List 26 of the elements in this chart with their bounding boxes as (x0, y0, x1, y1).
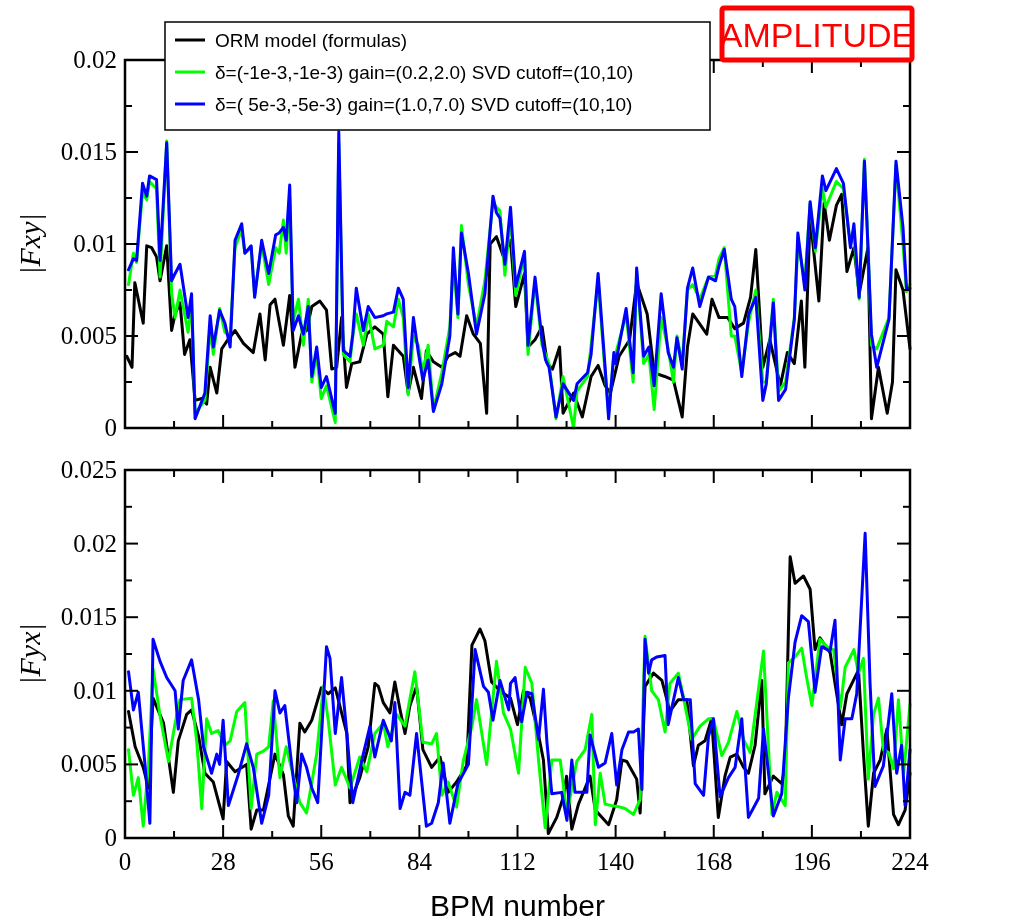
y-tick-label: 0.01 (73, 676, 117, 704)
x-tick-label: 56 (308, 848, 334, 875)
legend-label: ORM model (formulas) (215, 30, 408, 51)
y-tick-label: 0.005 (60, 322, 117, 349)
y-axis-title: |Fyx| (13, 623, 46, 685)
x-tick-label: 140 (596, 848, 635, 875)
legend-label: δ=( 5e-3,-5e-3) gain=(1.0,7.0) SVD cutoff=(10,10) (215, 94, 633, 115)
y-tick-label: 0 (104, 414, 117, 441)
x-tick-label: 196 (793, 848, 831, 875)
y-tick-label: 0.01 (73, 230, 117, 257)
chart-title: AMPLITUDE (719, 16, 915, 54)
x-tick-label: 28 (210, 848, 236, 875)
y-tick-label: 0.015 (60, 138, 117, 165)
x-tick-label: 224 (891, 848, 930, 875)
y-tick-label: 0 (104, 824, 117, 851)
y-tick-label: 0.02 (73, 529, 117, 557)
y-tick-label: 0.025 (60, 456, 117, 483)
x-tick-label: 84 (406, 848, 433, 875)
y-tick-label: 0.02 (73, 46, 117, 73)
x-axis-title: BPM number (429, 889, 606, 921)
x-tick-label: 112 (499, 848, 536, 875)
y-tick-label: 0.005 (60, 750, 117, 778)
x-tick-label: 168 (695, 848, 733, 875)
legend-label: δ=(-1e-3,-1e-3) gain=(0.2,2.0) SVD cutoff=(10,10) (215, 62, 634, 83)
y-tick-label: 0.015 (60, 603, 117, 631)
y-axis-title: |Fxy| (13, 213, 46, 275)
